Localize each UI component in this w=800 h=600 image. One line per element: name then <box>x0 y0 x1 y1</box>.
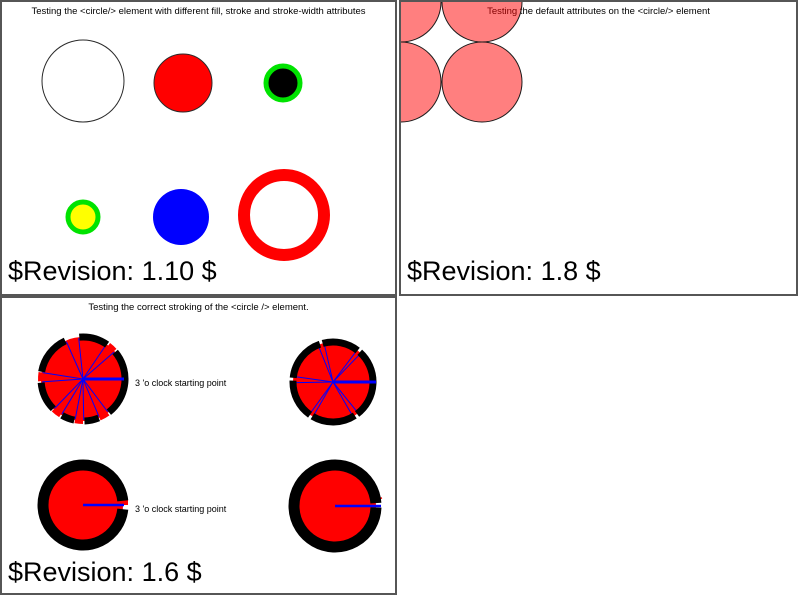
black-dash-arc <box>289 340 322 379</box>
spoke-line <box>82 378 100 417</box>
black-circle-green-stroke <box>263 63 303 103</box>
red-circle-thin-black-stroke <box>153 53 213 113</box>
panel-fill-stroke-test: Testing the <circle/> element with diffe… <box>0 0 397 296</box>
spoke-line <box>332 347 360 383</box>
white-circle-thick-red-stroke <box>238 169 330 261</box>
black-dash-arc <box>84 414 101 425</box>
spoke-line <box>82 344 107 380</box>
white-circle-thin-black-stroke <box>41 39 125 123</box>
red-gap-dash <box>38 371 43 382</box>
thick-black-ring-with-gap <box>37 459 129 551</box>
panel-title: Testing the default attributes on the <c… <box>487 6 710 17</box>
black-dash-arc <box>38 337 67 373</box>
spoke-line <box>289 381 334 384</box>
spoke-line <box>54 378 84 409</box>
black-dash-arc <box>37 382 56 412</box>
black-dash-arc <box>106 349 129 415</box>
yellow-circle-green-stroke <box>65 199 101 235</box>
revision-text: $Revision: 1.10 $ <box>8 256 217 286</box>
spoke-line <box>65 341 84 380</box>
red-gap-dash <box>51 408 62 418</box>
panel-stroking-test: Testing the correct stroking of the <cir… <box>0 296 397 595</box>
three-oclock-label: 3 'o clock starting point <box>135 504 227 514</box>
spoke-line <box>311 381 334 420</box>
red-start-wedge <box>83 498 128 505</box>
circles-canvas <box>401 2 523 123</box>
spoke-line <box>78 338 84 380</box>
spoke-line <box>74 378 84 420</box>
circles-canvas <box>37 333 383 553</box>
dash-boundary-marker-lines <box>42 338 115 421</box>
spoke-line <box>82 378 109 413</box>
spoke-line <box>332 350 364 383</box>
spoke-line <box>42 372 84 380</box>
spoke-line <box>316 341 334 383</box>
spoke-line <box>332 381 355 420</box>
revision-text: $Revision: 1.6 $ <box>8 557 202 587</box>
dash-boundary-marker-lines <box>289 339 364 420</box>
blue-circle-no-stroke <box>153 189 209 245</box>
black-dash-arc <box>354 349 377 417</box>
spoke-line <box>332 381 361 416</box>
three-oclock-label: 3 'o clock starting point <box>135 378 227 388</box>
black-dash-arc <box>79 333 110 348</box>
spoke-line <box>290 375 334 383</box>
black-dash-arc <box>289 380 313 418</box>
revision-text: $Revision: 1.8 $ <box>407 256 601 286</box>
black-dash-arc <box>60 412 76 424</box>
black-dash-arc <box>310 412 357 426</box>
red-gap-dash <box>74 419 84 424</box>
panel-title: Testing the <circle/> element with diffe… <box>31 6 366 17</box>
spoke-line <box>307 381 334 418</box>
spoke-line <box>322 339 334 383</box>
thick-black-ring-with-gap <box>288 459 382 553</box>
default-circle-diagonal <box>441 41 523 123</box>
panel-default-attributes-test: Testing the default attributes on the <c… <box>399 0 798 296</box>
spoke-line <box>82 351 115 380</box>
panel-title: Testing the correct stroking of the <cir… <box>88 302 309 313</box>
red-gap-dash <box>107 343 117 352</box>
spoke-line <box>61 378 84 415</box>
default-circle-right <box>441 2 523 43</box>
circles-canvas <box>41 39 330 261</box>
default-circle-origin <box>401 2 442 43</box>
spoke-line <box>42 378 84 383</box>
black-dash-arc <box>321 338 360 354</box>
spoke-line <box>82 378 85 421</box>
default-circle-down <box>401 41 442 123</box>
red-gap-dash <box>98 412 110 421</box>
